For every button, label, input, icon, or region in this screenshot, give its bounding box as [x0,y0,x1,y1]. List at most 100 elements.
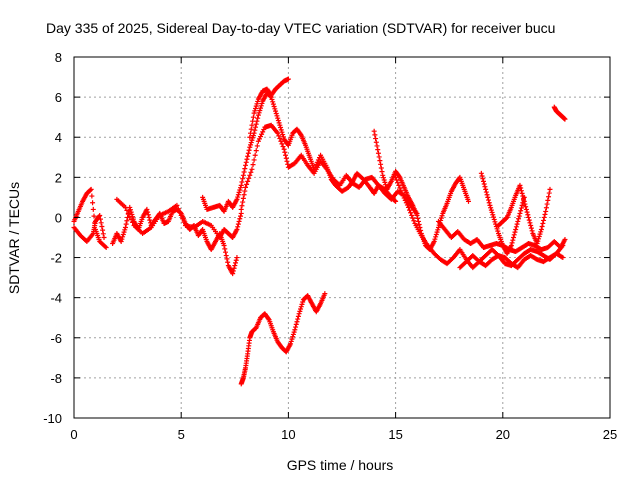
data-point [177,209,183,215]
data-point [299,301,305,307]
data-point [250,114,256,120]
data-point [276,133,282,139]
data-point [239,179,245,185]
data-point [122,224,128,230]
data-point [246,175,252,181]
data-point [538,226,544,232]
data-point [221,243,227,249]
data-point [275,115,281,121]
x-tick-label: 20 [496,427,510,442]
data-point [265,316,271,322]
data-point [289,336,295,342]
data-point [254,101,260,107]
data-point [296,311,302,317]
data-point [240,199,246,205]
data-point [528,225,534,231]
data-point [252,127,258,133]
data-point [278,127,284,133]
data-point [521,196,527,202]
data-point [546,190,552,196]
data-point [250,133,256,139]
data-point [253,103,259,109]
series-arc-h [238,291,328,387]
data-point [127,204,133,210]
data-point [543,208,549,214]
data-point [415,218,421,224]
data-point [230,271,236,277]
data-point [290,334,296,340]
data-point [378,165,384,171]
data-point [225,259,231,265]
data-point [536,236,542,242]
data-point [398,188,404,194]
data-point [97,212,103,218]
data-point [519,202,525,208]
data-point [511,235,517,240]
data-point [175,206,181,212]
data-point [373,139,379,145]
y-tick-label: 4 [55,130,62,145]
series-arc-d [114,196,244,240]
data-point [125,210,131,216]
data-point [224,256,230,262]
data-point [484,192,490,198]
data-point [90,200,96,206]
data-point [235,194,241,200]
data-point [537,231,543,237]
data-point [492,219,498,225]
data-point [371,128,377,134]
data-point [480,176,486,182]
data-point [254,143,260,149]
data-point [560,255,566,261]
data-point [487,202,493,208]
data-point [253,148,259,154]
data-point [279,141,285,147]
data-point [522,201,528,207]
data-point [145,212,151,218]
data-point [280,132,286,138]
data-point [256,110,262,116]
data-point [288,338,294,344]
data-point [280,134,286,140]
x-tick-label: 25 [603,427,617,442]
data-point [515,218,521,224]
data-point [270,99,276,105]
data-point [253,124,259,130]
series-arc-e [200,90,399,214]
data-point [512,229,518,235]
series-arc-n [496,182,553,247]
data-point [238,206,244,212]
data-point [513,224,519,230]
data-point [518,185,524,191]
data-point [433,231,439,237]
data-point [483,189,489,195]
data-point [237,216,243,222]
data-point [249,122,255,128]
data-point [486,197,492,203]
data-point [223,249,229,255]
data-point [283,152,289,158]
data-point [237,187,243,193]
data-point [231,265,237,271]
data-point [491,214,497,220]
data-point [520,193,526,199]
data-point [374,143,380,149]
data-point [409,212,415,218]
data-point [240,195,246,201]
x-tick-label: 5 [178,427,185,442]
data-point [376,154,382,160]
data-point [292,327,298,333]
data-point [250,118,256,124]
data-point [373,136,379,142]
data-point [411,218,417,224]
data-point [238,213,244,219]
data-point [240,176,246,182]
data-point [253,121,259,127]
y-tick-label: 2 [55,170,62,185]
data-point [128,216,134,222]
data-point [465,198,471,204]
data-point [395,180,401,186]
data-point [478,170,484,176]
data-point [238,182,244,188]
data-point [432,236,438,242]
